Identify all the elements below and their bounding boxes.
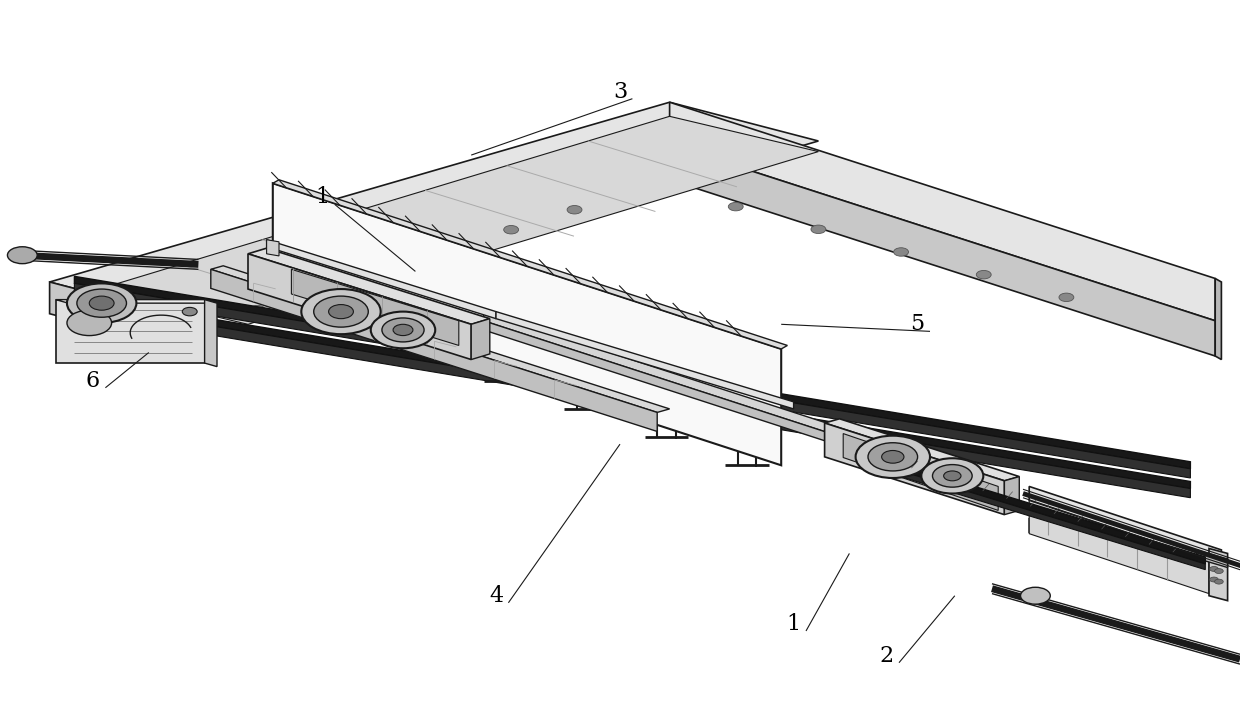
Circle shape [187, 326, 202, 334]
Polygon shape [205, 300, 217, 367]
Circle shape [1215, 580, 1224, 584]
Circle shape [1210, 567, 1219, 571]
Polygon shape [211, 266, 670, 412]
Circle shape [1210, 577, 1219, 582]
Circle shape [894, 247, 909, 256]
Polygon shape [74, 276, 1190, 469]
Circle shape [868, 443, 918, 471]
Polygon shape [1215, 278, 1221, 360]
Polygon shape [825, 423, 1004, 515]
Polygon shape [273, 183, 781, 465]
Circle shape [7, 247, 37, 264]
Polygon shape [74, 283, 1190, 478]
Circle shape [1021, 587, 1050, 604]
Polygon shape [1029, 518, 1221, 596]
Circle shape [1215, 568, 1224, 574]
Circle shape [377, 265, 392, 274]
Circle shape [393, 324, 413, 336]
Circle shape [921, 458, 983, 493]
Circle shape [250, 305, 265, 314]
Polygon shape [496, 312, 794, 409]
Circle shape [503, 226, 518, 234]
Polygon shape [74, 296, 1190, 489]
Polygon shape [267, 240, 279, 256]
Polygon shape [1209, 548, 1228, 601]
Text: 6: 6 [86, 369, 100, 392]
Polygon shape [291, 269, 459, 345]
Circle shape [382, 318, 424, 342]
Circle shape [1210, 557, 1219, 561]
Circle shape [1059, 293, 1074, 302]
Circle shape [944, 471, 961, 481]
Circle shape [567, 205, 582, 214]
Polygon shape [1029, 501, 1209, 594]
Circle shape [728, 202, 743, 211]
Polygon shape [471, 319, 490, 360]
Circle shape [67, 310, 112, 336]
Polygon shape [484, 321, 831, 443]
Circle shape [932, 465, 972, 487]
Circle shape [77, 289, 126, 317]
Circle shape [314, 296, 368, 327]
Circle shape [329, 305, 353, 319]
Polygon shape [50, 282, 198, 352]
Circle shape [182, 307, 197, 316]
Polygon shape [56, 300, 217, 303]
Text: 1: 1 [786, 613, 801, 635]
Polygon shape [99, 116, 818, 324]
Polygon shape [905, 465, 1205, 564]
Text: 5: 5 [910, 313, 925, 336]
Polygon shape [273, 180, 787, 349]
Circle shape [314, 286, 329, 294]
Circle shape [976, 271, 991, 279]
Polygon shape [905, 472, 1205, 570]
Circle shape [67, 283, 136, 323]
Polygon shape [484, 312, 831, 434]
Polygon shape [211, 269, 657, 431]
Polygon shape [74, 303, 1190, 498]
Circle shape [124, 345, 139, 354]
Circle shape [882, 450, 904, 463]
Text: 3: 3 [613, 80, 627, 103]
Polygon shape [843, 434, 998, 510]
Text: 4: 4 [489, 584, 503, 607]
Polygon shape [825, 419, 1019, 481]
Circle shape [856, 436, 930, 478]
Polygon shape [1197, 550, 1228, 568]
Polygon shape [267, 240, 496, 319]
Polygon shape [1004, 477, 1019, 515]
Text: 1: 1 [315, 186, 330, 209]
Polygon shape [1029, 486, 1221, 564]
Polygon shape [56, 300, 205, 363]
Circle shape [371, 312, 435, 348]
Polygon shape [670, 102, 1215, 321]
Text: 2: 2 [879, 644, 894, 667]
Circle shape [440, 245, 455, 254]
Circle shape [811, 225, 826, 233]
Circle shape [301, 289, 381, 334]
Circle shape [1215, 558, 1224, 564]
Polygon shape [248, 254, 471, 360]
Polygon shape [248, 248, 490, 324]
Polygon shape [670, 145, 1215, 356]
Circle shape [89, 296, 114, 310]
Polygon shape [50, 102, 818, 321]
